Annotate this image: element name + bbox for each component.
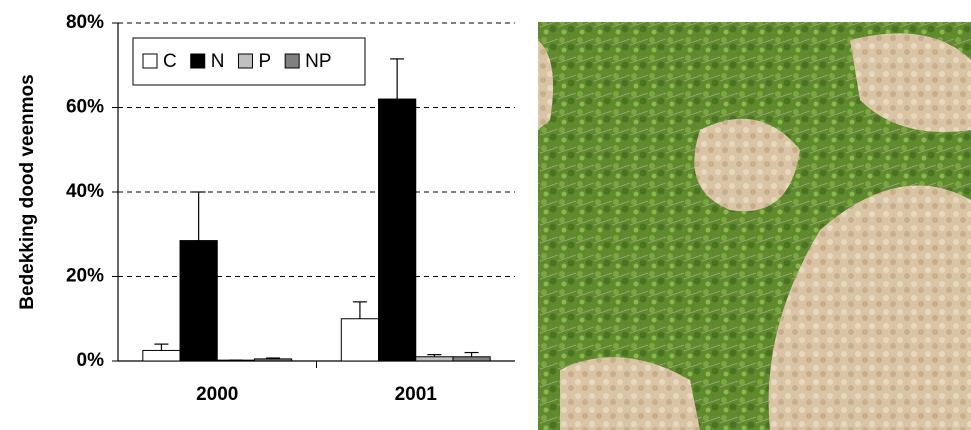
x-tick-label: 2000 — [196, 384, 238, 405]
legend-swatch — [237, 53, 253, 69]
y-tick-label: 40% — [66, 181, 104, 202]
bar — [216, 359, 255, 362]
bar — [142, 349, 181, 362]
legend-swatch — [190, 53, 206, 69]
y-tick-label: 80% — [66, 12, 104, 33]
legend-label: NP — [305, 51, 331, 72]
bar — [415, 356, 454, 362]
bar — [253, 358, 293, 362]
y-tick-label: 20% — [66, 266, 104, 287]
legend-label: N — [211, 51, 225, 72]
legend-label: C — [163, 51, 177, 72]
legend-swatch — [284, 53, 300, 69]
y-tick-label: 60% — [66, 97, 104, 118]
legend-swatch — [142, 53, 158, 69]
y-axis-label: Bedekking dood veenmos — [17, 74, 38, 309]
bar — [179, 240, 218, 362]
photo — [538, 22, 971, 430]
bar — [340, 318, 380, 362]
y-tick-label: 0% — [77, 350, 105, 371]
bar — [452, 356, 491, 362]
x-tick-label: 2001 — [395, 384, 438, 405]
legend-label: P — [258, 51, 271, 72]
bar — [378, 98, 417, 362]
